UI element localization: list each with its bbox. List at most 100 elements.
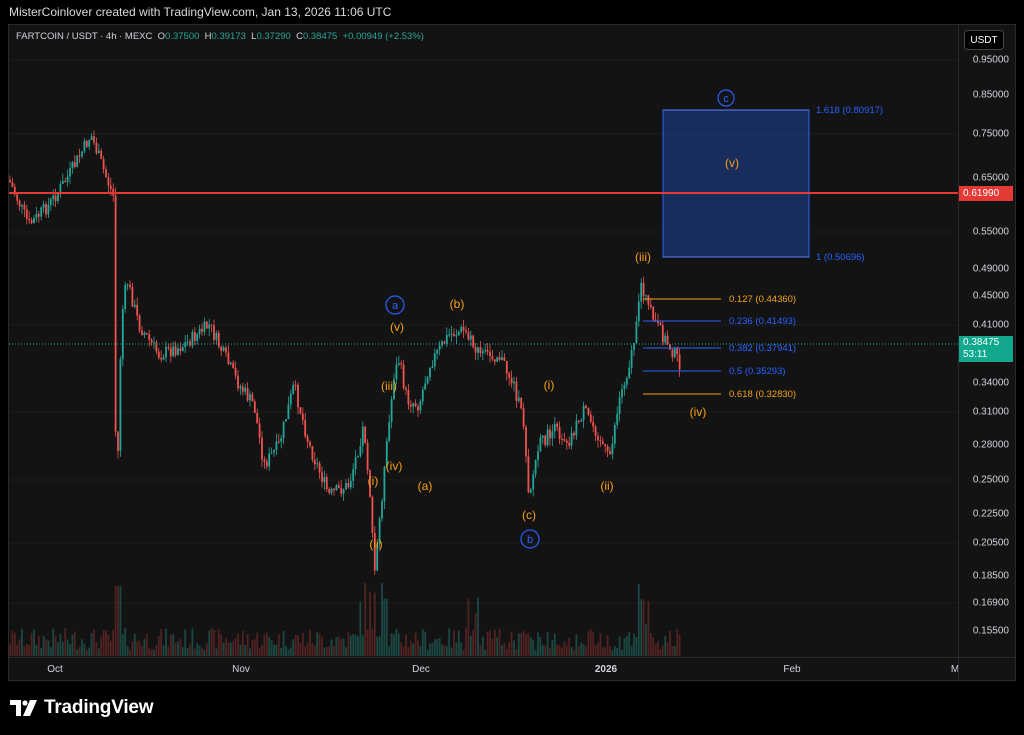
chart-frame[interactable]: 1.618 (0.80917) 1 (0.50696) 0.127 (0.443… [8,24,1016,681]
candle-body [551,431,554,439]
price-axis[interactable]: 0.95000 0.85000 0.75000 0.65000 0.55000 0.490… [958,25,1015,657]
volume-bar [493,629,496,656]
volume-bar [669,630,671,656]
volume-bar [213,629,215,656]
high-key: H [204,31,212,42]
candle-body [549,429,551,439]
price-pane[interactable]: 1.618 (0.80917) 1 (0.50696) 0.127 (0.443… [9,25,958,657]
candle-body [174,346,177,355]
volume-bar [18,639,21,656]
candle-body [35,213,38,218]
volume-bar [532,639,535,656]
volume-bar [599,633,602,656]
candle-body [421,389,424,402]
volume-bar [489,630,491,656]
candle-body [335,485,338,491]
volume-bar [477,597,479,656]
volume-bar [654,643,657,656]
volume-bar [265,632,268,656]
volume-bar [83,643,86,656]
volume-bar [378,636,381,656]
volume-bar [541,644,544,656]
volume-bar [652,637,655,656]
candle-body [647,295,650,305]
volume-bar [664,635,667,656]
volume-bar [582,643,585,656]
candle-body [270,452,273,454]
candle-body [179,348,182,352]
volume-bar [498,628,501,656]
wave-label-iii-small: (iii) [381,379,397,393]
volume-bar [270,640,273,656]
target-box[interactable] [662,109,810,258]
tradingview-logo[interactable]: TradingView [10,697,154,719]
volume-bar [177,641,179,656]
volume-bar [510,631,513,656]
volume-bar [501,645,503,656]
candle-body [503,357,506,361]
high-value: 0.39173 [211,31,246,42]
candle-body [484,349,487,352]
candle-body [42,204,45,208]
volume-bar [30,632,33,656]
candle-body [145,332,148,335]
volume-bar [352,634,355,656]
time-tick: M [950,664,960,675]
candle-body [664,335,667,343]
volume-bar [472,630,475,656]
candle-body [136,304,139,316]
candle-body [525,426,527,457]
candle-body [657,320,659,324]
volume-bar [23,645,26,656]
candle-body [520,397,523,409]
candle-body [210,324,213,326]
candle-body [649,304,652,307]
candle-body [433,353,436,367]
candle-body [477,347,479,353]
candle-body [460,327,463,333]
volume-bar [465,627,467,656]
volume-bar [285,645,287,656]
volume-bar [124,628,127,656]
volume-bar [390,633,393,656]
volume-bar [153,649,155,656]
volume-bar [385,598,388,656]
candle-body [229,362,232,365]
candle-body [388,422,391,441]
currency-button[interactable]: USDT [964,30,1004,50]
volume-bar [107,635,110,656]
candle-body [381,501,383,519]
candle-body [369,470,371,497]
volume-bar [129,649,131,656]
candle-chart[interactable]: 1.618 (0.80917) 1 (0.50696) 0.127 (0.443… [9,25,958,657]
candle-body [258,423,261,438]
candle-body [342,489,345,494]
volume-bar [448,628,451,656]
candle-body [361,426,364,447]
candle-body [208,324,211,329]
volume-bar [443,645,446,656]
volume-bar [558,644,561,656]
symbol-legend[interactable]: FARTCOIN / USDT · 4h · MEXC O0.37500 H0.… [16,31,424,42]
volume-bar [645,624,647,656]
candle-body [510,377,513,384]
volume-bar [189,644,191,656]
symbol-title[interactable]: FARTCOIN / USDT · 4h · MEXC [16,31,153,42]
candle-body [100,150,103,159]
time-tick: Nov [232,664,250,675]
candle-body [529,489,532,493]
candle-body [261,437,263,460]
low-key: L [251,31,257,42]
candle-body [299,407,302,414]
volume-bar [222,642,225,656]
candle-body [501,357,503,360]
candle-body [424,383,427,390]
price-tick: 0.28000 [972,439,1009,451]
candle-body [153,342,155,344]
time-axis[interactable]: Oct Nov Dec 2026 Feb M [9,657,960,680]
volume-bar [625,635,628,656]
volume-bar [642,600,645,656]
candle-body [37,213,40,217]
volume-bar [397,633,400,656]
candle-body [220,346,223,351]
